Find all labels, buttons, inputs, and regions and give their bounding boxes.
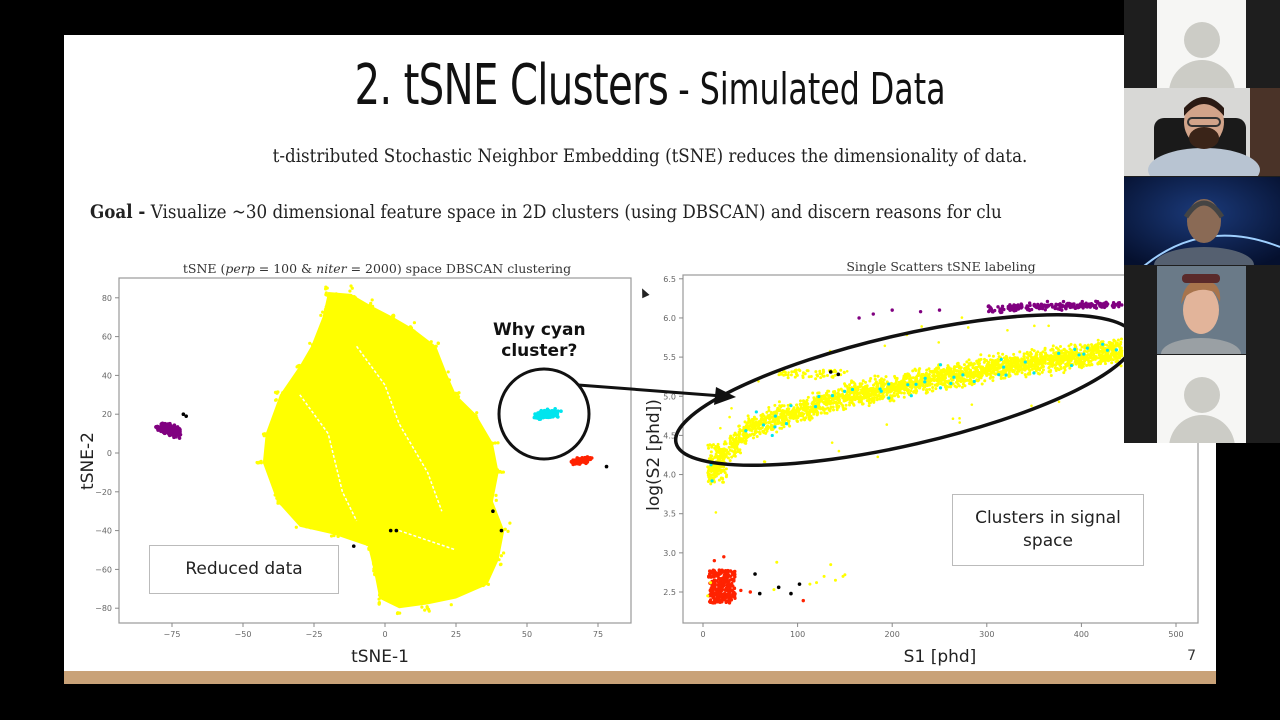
svg-text:−40: −40 xyxy=(95,527,112,536)
svg-text:5.0: 5.0 xyxy=(663,392,676,401)
svg-text:100: 100 xyxy=(790,630,805,639)
participant-tile-1[interactable] xyxy=(1124,0,1280,88)
svg-text:25: 25 xyxy=(451,630,461,639)
svg-text:−75: −75 xyxy=(164,630,181,639)
avatar-body-icon xyxy=(1169,415,1235,443)
annotations xyxy=(497,312,1137,468)
svg-text:4.5: 4.5 xyxy=(663,431,676,440)
participant-tile-2[interactable] xyxy=(1124,88,1280,176)
left-plot-xlabel: tSNE-1 xyxy=(351,647,409,667)
svg-text:4.0: 4.0 xyxy=(663,471,676,480)
svg-text:6.0: 6.0 xyxy=(663,314,676,323)
participant-tile-5[interactable] xyxy=(1124,355,1280,443)
avatar-head-icon xyxy=(1184,22,1220,58)
svg-text:40: 40 xyxy=(102,371,112,380)
svg-text:−60: −60 xyxy=(95,565,112,574)
participant-2-video xyxy=(1124,88,1280,176)
svg-text:2.5: 2.5 xyxy=(663,588,676,597)
goal-label: Goal - xyxy=(90,201,146,223)
participant-tile-3[interactable] xyxy=(1124,177,1280,265)
svg-text:6.5: 6.5 xyxy=(663,275,676,284)
goal-text: Visualize ~30 dimensional feature space … xyxy=(145,201,1002,223)
footer-band xyxy=(64,671,1216,684)
cyan-cluster-circle xyxy=(497,367,591,461)
svg-text:0: 0 xyxy=(700,630,705,639)
why-cyan-callout: Why cyan cluster? xyxy=(493,320,586,362)
svg-text:80: 80 xyxy=(102,294,112,303)
svg-text:20: 20 xyxy=(102,410,112,419)
avatar-head-icon xyxy=(1184,377,1220,413)
page-number: 7 xyxy=(1187,648,1196,664)
svg-text:500: 500 xyxy=(1168,630,1183,639)
participant-4-video xyxy=(1124,266,1280,354)
svg-text:5.5: 5.5 xyxy=(663,353,676,362)
slide-title: 2. tSNE Clusters - Simulated Data xyxy=(354,53,946,118)
left-plot-title: tSNE (perp = 100 & niter = 2000) space D… xyxy=(182,261,572,276)
svg-text:0: 0 xyxy=(382,630,387,639)
svg-text:−50: −50 xyxy=(235,630,252,639)
video-participants-panel[interactable] xyxy=(1124,0,1280,443)
svg-text:3.5: 3.5 xyxy=(663,510,676,519)
svg-text:0: 0 xyxy=(107,449,112,458)
right-plot-xlabel: S1 [phd] xyxy=(903,647,977,667)
svg-text:300: 300 xyxy=(979,630,994,639)
svg-text:60: 60 xyxy=(102,333,112,342)
right-scatter-plot: 0 100 200 300 400 500 2.5 3.0 3.5 4.0 4.5 5.0 5.5 6.0… xyxy=(663,274,1199,639)
svg-text:400: 400 xyxy=(1074,630,1089,639)
svg-text:−80: −80 xyxy=(95,604,112,613)
svg-text:3.0: 3.0 xyxy=(663,549,676,558)
participant-tile-4[interactable] xyxy=(1124,266,1280,354)
signal-space-box: Clusters in signal space xyxy=(952,494,1144,566)
left-scatter-plot: −75 −50 −25 0 25 50 75 80 60 40 20 0 −20 −40 −60 −80 xyxy=(95,277,632,639)
slide-subtitle: t-distributed Stochastic Neighbor Embedd… xyxy=(272,145,1028,167)
right-plot-title: Single Scatters tSNE labeling xyxy=(846,259,1036,274)
svg-text:50: 50 xyxy=(522,630,532,639)
svg-text:−25: −25 xyxy=(306,630,323,639)
svg-text:200: 200 xyxy=(885,630,900,639)
svg-text:75: 75 xyxy=(593,630,603,639)
goal-statement: Goal - Visualize ~30 dimensional feature… xyxy=(90,201,1002,223)
svg-text:−20: −20 xyxy=(95,488,112,497)
reduced-data-box: Reduced data xyxy=(149,545,339,594)
callout-arrow-line xyxy=(577,383,723,398)
avatar-body-icon xyxy=(1169,60,1235,88)
participant-3-video xyxy=(1124,177,1280,265)
